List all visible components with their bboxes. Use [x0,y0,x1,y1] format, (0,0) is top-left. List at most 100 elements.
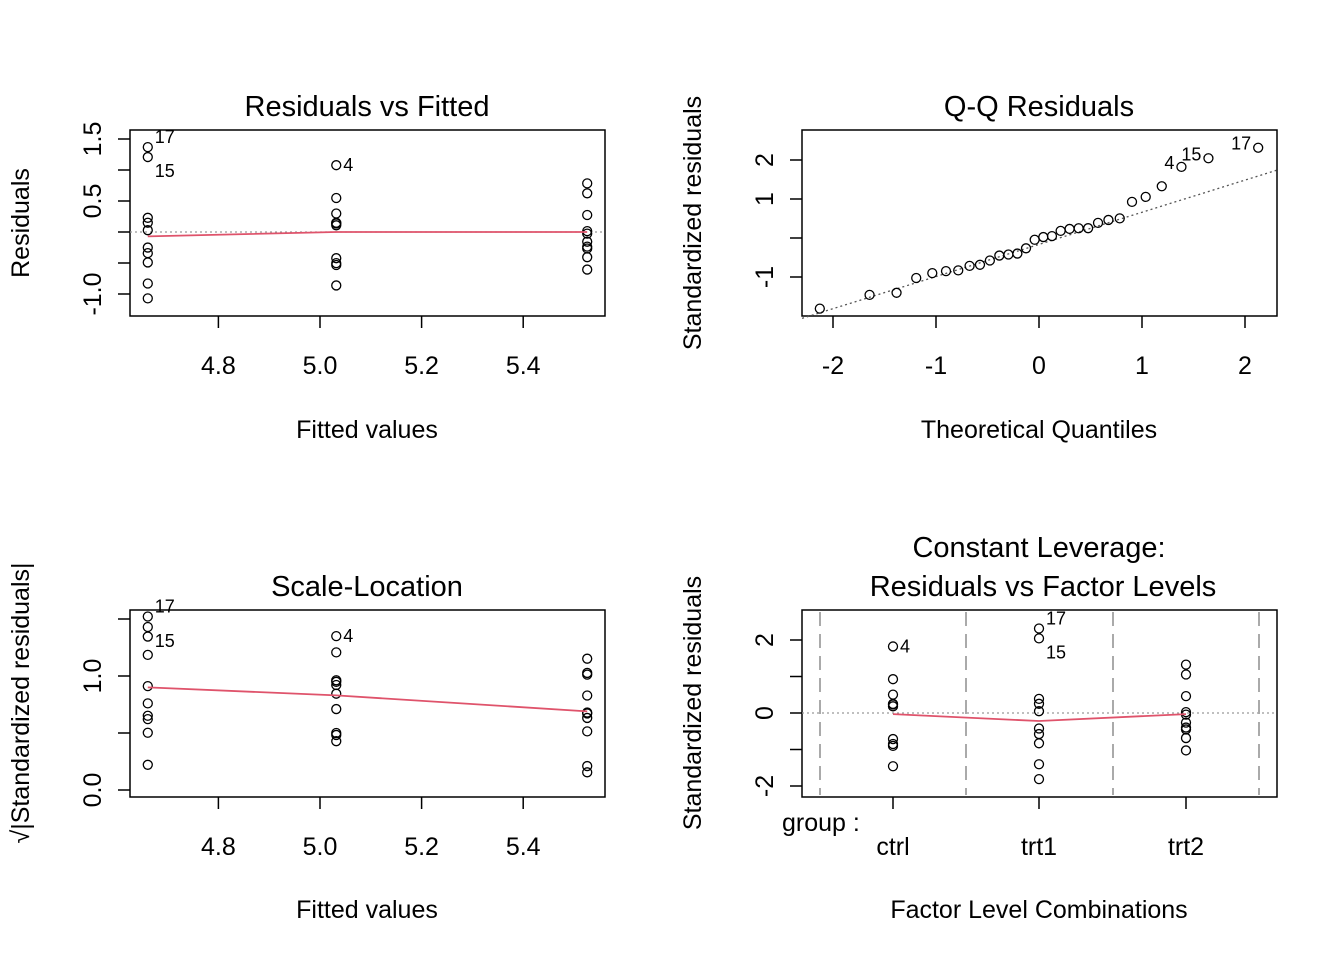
point-label: 4 [1164,153,1174,173]
data-point [887,738,899,750]
data-point [582,653,593,664]
point-label: 4 [343,155,353,175]
data-point [142,257,153,268]
data-point [582,209,593,221]
data-point [582,767,593,778]
data-point [964,260,975,271]
data-point [1033,738,1045,749]
data-point [582,243,593,254]
data-point [1203,153,1214,164]
data-point [582,178,593,189]
data-point [1038,231,1049,243]
data-point [1253,142,1264,153]
data-point [1082,223,1094,234]
point-label: 4 [343,626,353,646]
data-point [1126,196,1138,207]
y-tick-label: -2 [751,775,779,797]
data-point [582,264,593,275]
data-point [953,265,964,276]
panel4-subtitle: Residuals vs Factor Levels [870,571,1217,603]
data-point [582,708,593,719]
data-point [142,225,153,236]
y-tick-label: -1 [751,266,779,288]
data-point [582,228,593,239]
y-tick-label: 0 [751,706,779,720]
panel4-title: Constant Leverage: [912,532,1165,564]
y-tick-label: 1 [751,192,779,206]
data-point [142,293,153,304]
data-point [1055,225,1066,237]
data-point [142,611,153,622]
y-tick-label: 1.0 [79,659,107,694]
data-point [331,647,342,658]
smoother-line [147,231,588,238]
data-point [1180,690,1192,702]
data-point [911,272,922,284]
panel4-xlabel: Factor Level Combinations [890,896,1187,924]
data-point [814,303,825,314]
data-point [331,220,342,231]
data-point [582,236,593,247]
data-point [974,259,986,270]
y-tick-label: 1.5 [79,122,107,157]
data-point [331,253,342,264]
x-tick-label: 5.0 [303,833,338,861]
x-tick-label: 1 [1135,352,1149,380]
data-point [1033,723,1045,734]
panel2-frame [801,129,1278,317]
data-point [1092,217,1104,229]
panel3-ylabel: √|Standardized residuals| [7,562,35,843]
x-tick-label: 4.8 [201,833,236,861]
data-point [891,287,902,298]
point-label: 17 [1231,134,1251,154]
x-tick-label: 2 [1238,352,1252,380]
point-label: 17 [155,596,175,616]
data-point [1033,693,1045,705]
data-point [1029,234,1040,245]
data-point [887,733,899,745]
data-point [142,141,153,153]
data-point [331,688,342,699]
data-point [142,242,153,253]
y-tick-label: 0.0 [79,773,107,808]
data-point [1180,724,1192,735]
data-point [1033,633,1045,644]
data-point [142,698,153,709]
x-tick-label: 5.2 [404,833,439,861]
data-point [1033,759,1045,770]
y-tick-label: 2 [751,633,779,647]
data-point [1033,728,1045,740]
data-point [887,689,899,700]
data-point [142,727,153,738]
panel2-ylabel: Standardized residuals [679,96,707,350]
data-point [331,160,342,171]
point-label: 17 [155,127,175,147]
x-tick-label: 5.4 [506,352,541,380]
data-point [582,712,593,724]
point-label: 15 [155,631,175,651]
x-tick-label: -1 [925,352,947,380]
data-point [927,267,938,279]
panel2-title: Q-Q Residuals [944,91,1134,123]
data-point [331,679,342,691]
data-point [142,217,153,228]
smoother-line [892,713,1187,722]
data-point [142,278,153,289]
data-point [142,631,153,642]
y-tick-label: -1.0 [79,272,107,315]
x-tick-label: trt2 [1168,833,1204,861]
data-point [331,280,342,291]
data-point [331,736,342,747]
data-point [331,676,342,687]
data-point [1180,732,1192,744]
data-point [1156,181,1167,192]
data-point [887,674,899,685]
x-tick-label: 4.8 [201,352,236,380]
x-tick-label: trt1 [1021,833,1057,861]
data-point [331,703,342,715]
data-point [142,151,153,163]
data-point [582,760,593,772]
smoother-line [147,686,588,713]
panel1-frame [129,129,606,317]
